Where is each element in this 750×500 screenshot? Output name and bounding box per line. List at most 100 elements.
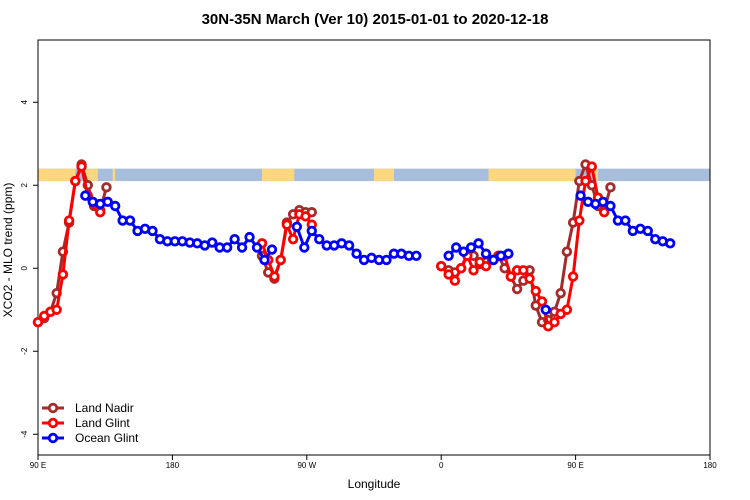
data-point [586,161,597,172]
land-band-segment [374,168,394,182]
land-band-segment [38,168,76,182]
y-axis-label: XCO2 - MLO trend (ppm) [1,183,15,318]
legend-marker [47,402,59,414]
data-point [411,250,422,261]
legend-item: Ocean Glint [42,431,139,445]
data-point [76,161,87,172]
legend-label: Ocean Glint [75,431,139,445]
x-tick-label: 0 [439,461,444,470]
data-point [269,271,280,282]
data-point [605,200,616,212]
data-point [306,225,317,237]
land-band-segment [593,168,598,182]
data-point [266,244,278,255]
y-tick-label: 4 [20,99,29,104]
data-point [300,211,311,222]
y-tick-label: 2 [20,182,29,187]
data-point [480,260,492,272]
x-tick-label: 90 E [567,461,583,470]
chart-title: 30N-35N March (Ver 10) 2015-01-01 to 202… [202,11,549,28]
data-point [102,196,113,208]
y-tick-label: -2 [20,347,29,355]
data-point [580,175,591,187]
data-point [620,215,631,226]
data-point [449,275,461,286]
x-tick-label: 90 W [297,461,316,470]
data-point [236,242,248,253]
data-point [511,283,523,295]
data-point [488,254,499,266]
data-point [259,254,270,266]
x-tick-label: 90 E [30,461,46,470]
data-point [450,242,462,253]
data-point [229,233,240,245]
data-point [101,182,112,193]
data-point [109,200,121,212]
data-point [540,304,551,315]
data-point [555,287,566,299]
data-point [443,269,454,280]
data-point [574,215,585,226]
data-point [664,238,676,249]
data-point [436,260,447,272]
data-point [343,240,355,251]
data-point [524,273,535,284]
land-ocean-band [38,168,710,182]
data-point [95,207,106,218]
data-point [505,271,517,282]
series-layer [32,159,676,332]
data-point [314,233,325,245]
data-point [549,317,560,328]
data-point [597,196,609,208]
data-point [244,231,255,243]
data-point [518,265,529,276]
data-point [51,304,62,315]
data-point [275,254,286,266]
legend-marker [47,432,59,444]
data-point [465,242,477,253]
data-point [351,248,362,259]
data-point [299,242,310,253]
land-band-segment [112,168,116,182]
data-point [642,225,653,237]
data-point [287,233,299,245]
y-axis: -4 -2 0 2 4 [20,99,38,438]
data-point [443,250,454,261]
data-point [124,215,136,226]
legend-item: Land Nadir [42,401,134,415]
data-point [473,238,484,249]
legend-label: Land Nadir [75,401,134,415]
data-point [291,221,303,232]
series-line [36,161,102,324]
data-point [567,271,579,282]
data-point [458,246,469,257]
data-point [70,175,81,187]
data-point [32,317,44,328]
data-point [455,263,467,274]
x-axis: 90 E 180 90 W 0 90 E 180 [30,455,717,470]
data-point [80,190,91,201]
series-line [37,159,108,324]
plot-frame [37,39,711,456]
series-land-glint [32,161,610,332]
data-point [503,248,514,259]
data-point [599,207,610,218]
legend-label: Land Glint [75,416,130,430]
x-axis-label: Longitude [348,477,401,491]
data-point [381,254,392,266]
data-point [147,225,158,237]
data-point [530,285,541,297]
data-point [251,242,263,253]
data-point [281,219,293,230]
x-tick-label: 180 [703,461,717,470]
data-point [575,190,586,201]
data-point [561,246,573,257]
legend-item: Land Glint [42,416,130,430]
legend-marker [47,417,59,429]
data-point [221,242,233,253]
series-ocean-glint [80,190,676,315]
land-band-segment [262,168,295,182]
land-band-segment [488,168,576,182]
